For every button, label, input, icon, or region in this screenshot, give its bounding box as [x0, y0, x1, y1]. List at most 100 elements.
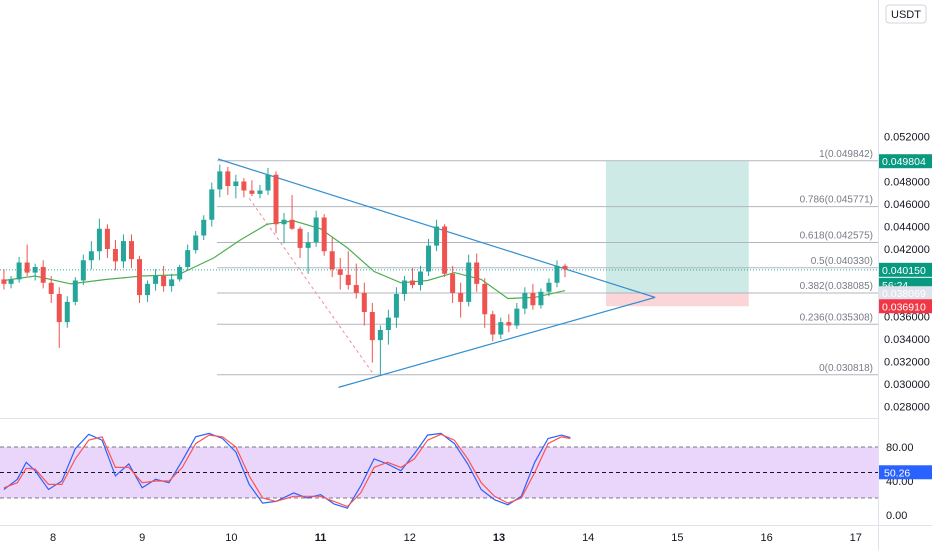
price-axis[interactable]: 0.0520000.0500000.0480000.0460000.044000…	[879, 132, 932, 523]
candle-body	[273, 174, 279, 225]
candle-body	[514, 308, 520, 326]
time-tick-label: 14	[582, 532, 594, 544]
price-tag-label: 0.049804	[882, 156, 926, 168]
candle-body	[281, 219, 287, 225]
candle-body	[249, 190, 255, 194]
candle-body	[482, 283, 488, 315]
pane-divider	[0, 418, 878, 419]
candle-body	[337, 269, 343, 275]
time-tick-label: 16	[760, 532, 772, 544]
candle-body	[450, 273, 456, 293]
candle-body	[96, 228, 102, 252]
fib-level-label: 1(0.049842)	[819, 149, 873, 160]
candle-body	[562, 265, 568, 270]
price-tick-label: 0.032000	[884, 357, 930, 369]
fib-level-label: 0.382(0.038085)	[800, 281, 873, 292]
stop-zone	[606, 293, 749, 307]
candle-body	[161, 276, 167, 287]
candle-body	[177, 267, 183, 280]
time-tick-label: 10	[225, 532, 237, 544]
candle-body	[153, 276, 159, 284]
price-tick-label: 0.052000	[884, 132, 930, 144]
time-tick-label: 13	[493, 532, 505, 544]
price-tag-box	[879, 299, 932, 314]
price-tick-label: 0.030000	[884, 379, 930, 391]
candle-body	[64, 301, 70, 323]
candle-body	[104, 228, 110, 249]
candle-body	[353, 285, 359, 293]
candle-body	[233, 181, 239, 186]
candle-body	[490, 314, 496, 335]
candle-body	[265, 174, 271, 191]
stochastic-panel	[0, 432, 878, 509]
candle-body	[538, 291, 544, 306]
candle-body	[401, 280, 407, 294]
time-tick-label: 9	[139, 532, 145, 544]
candle-body	[321, 217, 327, 252]
price-tag-box	[879, 286, 932, 301]
candle-body	[80, 260, 86, 281]
trendlines[interactable]	[217, 158, 656, 388]
candle-body	[72, 280, 78, 302]
currency-button[interactable]: USDT	[885, 4, 927, 24]
price-tag-label: 0.040150	[882, 265, 926, 277]
candle-body	[112, 249, 118, 262]
currency-label: USDT	[891, 9, 921, 21]
candle-body	[385, 317, 391, 330]
candle-body	[128, 241, 134, 260]
time-axis[interactable]: 8 9 10 11 12 13 14 15 16 17	[50, 532, 862, 544]
candle-body	[305, 242, 311, 248]
price-tag-label: 0.038069	[882, 288, 926, 300]
fib-level-label: 0.236(0.035308)	[800, 312, 873, 323]
stoch-band-fill	[0, 447, 878, 498]
candle-body	[369, 312, 375, 341]
candle-body	[289, 219, 295, 229]
candle-body	[546, 282, 552, 292]
stoch-tick-label: 0.00	[886, 510, 907, 522]
time-tick-label: 15	[671, 532, 683, 544]
lower-trendline[interactable]	[338, 296, 656, 388]
fib-level-label: 0.5(0.040330)	[811, 256, 873, 267]
fib-level-label: 0(0.030818)	[819, 363, 873, 374]
stoch-k-line	[3, 432, 571, 509]
stoch-value-box	[879, 465, 932, 480]
candle-body	[426, 245, 432, 272]
fibonacci-retracement[interactable]: 1(0.049842) 0.786(0.045771) 0.618(0.042575…	[217, 149, 878, 376]
candle-body	[257, 190, 263, 194]
candle-body	[185, 250, 191, 267]
retracement-guide[interactable]	[248, 198, 375, 376]
candle-body	[24, 262, 30, 273]
price-tag-label: 0.036910	[882, 301, 926, 313]
candle-body	[225, 171, 231, 186]
price-tick-label: 0.034000	[884, 334, 930, 346]
price-tag-box	[879, 154, 932, 169]
candle-body	[554, 265, 560, 283]
candle-body	[193, 235, 199, 251]
target-zone	[606, 161, 749, 294]
candle-body	[313, 217, 319, 243]
time-tick-label: 11	[315, 532, 327, 544]
candle-body	[1, 279, 7, 284]
candle-body	[393, 294, 399, 318]
price-tick-label: 0.028000	[884, 402, 930, 414]
candle-body	[48, 282, 54, 294]
fib-level-label: 0.786(0.045771)	[800, 195, 873, 206]
price-tag-box	[879, 262, 932, 277]
candle-body	[56, 294, 62, 323]
candle-body	[498, 322, 504, 335]
candle-body	[466, 262, 472, 302]
candle-body	[8, 279, 14, 284]
candle-body	[522, 292, 528, 309]
candle-body	[137, 259, 143, 296]
time-tick-label: 8	[50, 532, 56, 544]
candle-body	[169, 279, 175, 287]
candle-body	[530, 292, 536, 306]
candle-body	[474, 262, 480, 284]
candle-body	[297, 228, 303, 248]
stoch-d-line	[3, 433, 571, 508]
price-tick-label: 0.042000	[884, 244, 930, 256]
stoch-value-label: 50.26	[884, 467, 910, 479]
candle-body	[345, 274, 351, 285]
